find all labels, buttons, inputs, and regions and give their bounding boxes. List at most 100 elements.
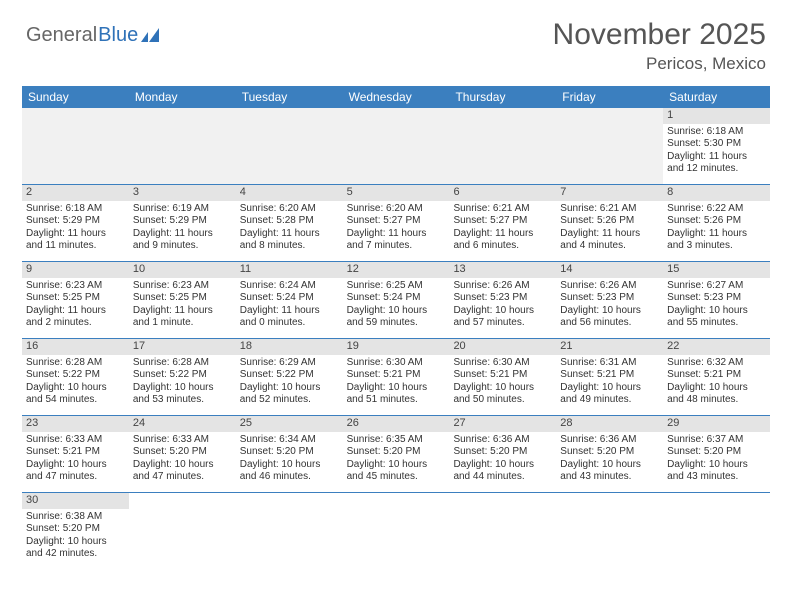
daylight-text: Daylight: 11 hours and 8 minutes. — [240, 228, 339, 253]
sunset-text: Sunset: 5:21 PM — [347, 369, 446, 382]
date-number: 6 — [449, 185, 556, 201]
date-number: 4 — [236, 185, 343, 201]
date-number: 11 — [236, 262, 343, 278]
daylight-text: Daylight: 10 hours and 43 minutes. — [560, 459, 659, 484]
daylight-text: Daylight: 11 hours and 1 minute. — [133, 305, 232, 330]
cell-body: Sunrise: 6:22 AMSunset: 5:26 PMDaylight:… — [663, 201, 770, 256]
day-cell: 22Sunrise: 6:32 AMSunset: 5:21 PMDayligh… — [663, 339, 770, 415]
daylight-text: Daylight: 10 hours and 47 minutes. — [133, 459, 232, 484]
week-row: 16Sunrise: 6:28 AMSunset: 5:22 PMDayligh… — [22, 339, 770, 416]
week-row: 1Sunrise: 6:18 AMSunset: 5:30 PMDaylight… — [22, 108, 770, 185]
day-cell: 12Sunrise: 6:25 AMSunset: 5:24 PMDayligh… — [343, 262, 450, 338]
daylight-text: Daylight: 10 hours and 49 minutes. — [560, 382, 659, 407]
sunset-text: Sunset: 5:20 PM — [240, 446, 339, 459]
cell-body: Sunrise: 6:21 AMSunset: 5:26 PMDaylight:… — [556, 201, 663, 256]
date-number: 17 — [129, 339, 236, 355]
title-block: November 2025 Pericos, Mexico — [553, 18, 766, 74]
day-cell: 29Sunrise: 6:37 AMSunset: 5:20 PMDayligh… — [663, 416, 770, 492]
cell-body: Sunrise: 6:31 AMSunset: 5:21 PMDaylight:… — [556, 355, 663, 410]
cell-body: Sunrise: 6:36 AMSunset: 5:20 PMDaylight:… — [449, 432, 556, 487]
day-header-cell: Tuesday — [236, 86, 343, 108]
sunrise-text: Sunrise: 6:32 AM — [667, 357, 766, 370]
cell-body: Sunrise: 6:28 AMSunset: 5:22 PMDaylight:… — [129, 355, 236, 410]
week-row: 2Sunrise: 6:18 AMSunset: 5:29 PMDaylight… — [22, 185, 770, 262]
sunset-text: Sunset: 5:25 PM — [133, 292, 232, 305]
sunrise-text: Sunrise: 6:20 AM — [347, 203, 446, 216]
cell-body: Sunrise: 6:29 AMSunset: 5:22 PMDaylight:… — [236, 355, 343, 410]
sunrise-text: Sunrise: 6:30 AM — [453, 357, 552, 370]
cell-body: Sunrise: 6:30 AMSunset: 5:21 PMDaylight:… — [449, 355, 556, 410]
cell-body: Sunrise: 6:34 AMSunset: 5:20 PMDaylight:… — [236, 432, 343, 487]
cell-body: Sunrise: 6:18 AMSunset: 5:29 PMDaylight:… — [22, 201, 129, 256]
cell-body: Sunrise: 6:33 AMSunset: 5:21 PMDaylight:… — [22, 432, 129, 487]
date-number: 10 — [129, 262, 236, 278]
sunset-text: Sunset: 5:27 PM — [453, 215, 552, 228]
sunset-text: Sunset: 5:24 PM — [347, 292, 446, 305]
day-cell: 16Sunrise: 6:28 AMSunset: 5:22 PMDayligh… — [22, 339, 129, 415]
date-number: 18 — [236, 339, 343, 355]
month-title: November 2025 — [553, 18, 766, 52]
daylight-text: Daylight: 11 hours and 2 minutes. — [26, 305, 125, 330]
sunrise-text: Sunrise: 6:26 AM — [453, 280, 552, 293]
day-cell: 24Sunrise: 6:33 AMSunset: 5:20 PMDayligh… — [129, 416, 236, 492]
empty-cell — [556, 108, 663, 184]
cell-body: Sunrise: 6:20 AMSunset: 5:27 PMDaylight:… — [343, 201, 450, 256]
sunset-text: Sunset: 5:22 PM — [26, 369, 125, 382]
day-cell: 4Sunrise: 6:20 AMSunset: 5:28 PMDaylight… — [236, 185, 343, 261]
day-cell: 14Sunrise: 6:26 AMSunset: 5:23 PMDayligh… — [556, 262, 663, 338]
daylight-text: Daylight: 10 hours and 47 minutes. — [26, 459, 125, 484]
day-header-row: SundayMondayTuesdayWednesdayThursdayFrid… — [22, 86, 770, 108]
location: Pericos, Mexico — [553, 54, 766, 74]
date-number: 7 — [556, 185, 663, 201]
sunrise-text: Sunrise: 6:27 AM — [667, 280, 766, 293]
cell-body: Sunrise: 6:36 AMSunset: 5:20 PMDaylight:… — [556, 432, 663, 487]
sunrise-text: Sunrise: 6:24 AM — [240, 280, 339, 293]
cell-body: Sunrise: 6:19 AMSunset: 5:29 PMDaylight:… — [129, 201, 236, 256]
sunset-text: Sunset: 5:23 PM — [560, 292, 659, 305]
cell-body: Sunrise: 6:37 AMSunset: 5:20 PMDaylight:… — [663, 432, 770, 487]
empty-cell — [129, 493, 236, 569]
date-number: 27 — [449, 416, 556, 432]
sunset-text: Sunset: 5:20 PM — [453, 446, 552, 459]
sunset-text: Sunset: 5:24 PM — [240, 292, 339, 305]
header: General Blue November 2025 Pericos, Mexi… — [0, 0, 792, 80]
date-number: 23 — [22, 416, 129, 432]
cell-body: Sunrise: 6:27 AMSunset: 5:23 PMDaylight:… — [663, 278, 770, 333]
cell-body: Sunrise: 6:23 AMSunset: 5:25 PMDaylight:… — [129, 278, 236, 333]
sunrise-text: Sunrise: 6:21 AM — [560, 203, 659, 216]
sunrise-text: Sunrise: 6:22 AM — [667, 203, 766, 216]
date-number: 5 — [343, 185, 450, 201]
sunrise-text: Sunrise: 6:18 AM — [26, 203, 125, 216]
sunset-text: Sunset: 5:20 PM — [347, 446, 446, 459]
daylight-text: Daylight: 10 hours and 52 minutes. — [240, 382, 339, 407]
daylight-text: Daylight: 10 hours and 51 minutes. — [347, 382, 446, 407]
date-number: 28 — [556, 416, 663, 432]
sunset-text: Sunset: 5:26 PM — [667, 215, 766, 228]
date-number: 2 — [22, 185, 129, 201]
daylight-text: Daylight: 10 hours and 59 minutes. — [347, 305, 446, 330]
day-cell: 30Sunrise: 6:38 AMSunset: 5:20 PMDayligh… — [22, 493, 129, 569]
sunset-text: Sunset: 5:21 PM — [560, 369, 659, 382]
sunrise-text: Sunrise: 6:19 AM — [133, 203, 232, 216]
daylight-text: Daylight: 11 hours and 4 minutes. — [560, 228, 659, 253]
sunset-text: Sunset: 5:20 PM — [560, 446, 659, 459]
sunrise-text: Sunrise: 6:21 AM — [453, 203, 552, 216]
daylight-text: Daylight: 11 hours and 6 minutes. — [453, 228, 552, 253]
daylight-text: Daylight: 11 hours and 3 minutes. — [667, 228, 766, 253]
sunset-text: Sunset: 5:22 PM — [240, 369, 339, 382]
sunset-text: Sunset: 5:20 PM — [667, 446, 766, 459]
day-cell: 19Sunrise: 6:30 AMSunset: 5:21 PMDayligh… — [343, 339, 450, 415]
weeks-container: 1Sunrise: 6:18 AMSunset: 5:30 PMDaylight… — [22, 108, 770, 569]
sunrise-text: Sunrise: 6:36 AM — [453, 434, 552, 447]
sunrise-text: Sunrise: 6:26 AM — [560, 280, 659, 293]
day-cell: 8Sunrise: 6:22 AMSunset: 5:26 PMDaylight… — [663, 185, 770, 261]
sunrise-text: Sunrise: 6:35 AM — [347, 434, 446, 447]
day-cell: 5Sunrise: 6:20 AMSunset: 5:27 PMDaylight… — [343, 185, 450, 261]
daylight-text: Daylight: 11 hours and 9 minutes. — [133, 228, 232, 253]
sunrise-text: Sunrise: 6:25 AM — [347, 280, 446, 293]
cell-body: Sunrise: 6:26 AMSunset: 5:23 PMDaylight:… — [556, 278, 663, 333]
sunrise-text: Sunrise: 6:34 AM — [240, 434, 339, 447]
empty-cell — [22, 108, 129, 184]
sunrise-text: Sunrise: 6:36 AM — [560, 434, 659, 447]
logo: General Blue — [26, 24, 163, 47]
